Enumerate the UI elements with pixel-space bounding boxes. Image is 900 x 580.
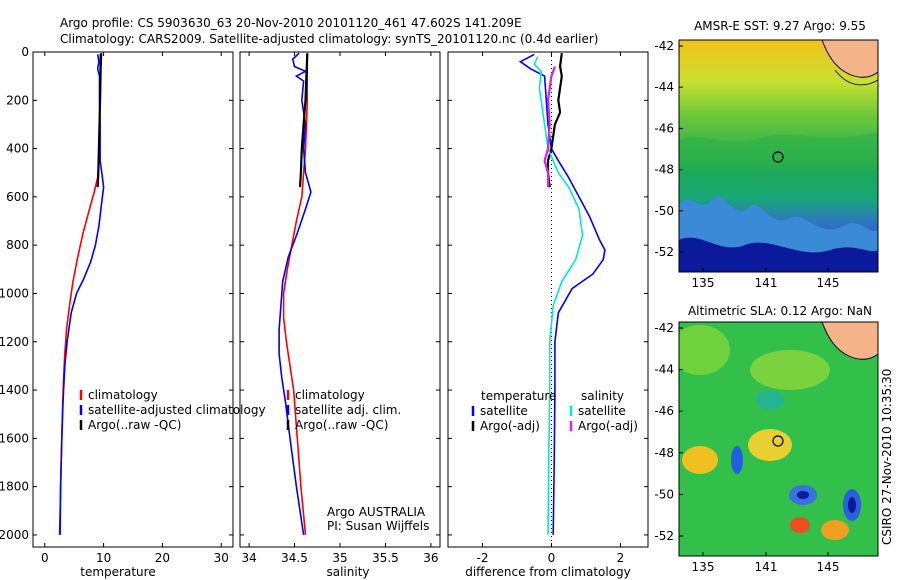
difference-legend-label: satellite	[578, 404, 626, 418]
difference-xtick-label: 0	[548, 551, 556, 565]
temperature-xlabel: temperature	[80, 565, 155, 579]
temperature-series-0	[58, 54, 101, 535]
map-ytick-label: -50	[654, 204, 674, 218]
salinity-xtick-label: 36	[423, 551, 438, 565]
temperature-ytick-label: 200	[6, 93, 29, 107]
difference-legend-heading: salinity	[581, 389, 624, 403]
difference-series-3	[543, 66, 556, 188]
sla-map-title: Altimetric SLA: 0.12 Argo: NaN	[688, 304, 872, 318]
salinity-series-2	[298, 53, 309, 188]
difference-series-2	[533, 56, 584, 535]
map-ytick-label: -46	[654, 121, 674, 135]
map-ytick-label: -42	[654, 39, 674, 53]
salinity-xtick-label: 34.5	[281, 551, 308, 565]
sla-map: Altimetric SLA: 0.12 Argo: NaN 135 141 145…	[654, 304, 879, 574]
temperature-ytick-label: 400	[6, 142, 29, 156]
temperature-panel: 0 10 20 30 0 200 400 600 800 1000 1200 1400 1600 1800…	[0, 45, 266, 579]
figure-title-line2: Climatology: CARS2009. Satellite-adjuste…	[60, 32, 598, 46]
map-ytick-label: -52	[654, 245, 674, 259]
difference-legend-heading: temperature	[481, 389, 556, 403]
argo-float-marker	[772, 151, 784, 163]
temperature-ytick-label: 1000	[0, 286, 29, 300]
temperature-legend-label: climatology	[88, 388, 158, 402]
map-ytick-label: -44	[654, 80, 674, 94]
map-ytick-label: -46	[654, 404, 674, 418]
temperature-ytick-label: 1200	[0, 335, 29, 349]
map-xtick-label: 145	[817, 276, 840, 290]
sst-map-frame	[678, 39, 879, 273]
figure-title-line1: Argo profile: CS 5903630_63 20-Nov-2010 …	[60, 16, 522, 30]
temperature-xtick-label: 30	[214, 551, 229, 565]
temperature-ytick-label: 1800	[0, 480, 29, 494]
temperature-legend-label: satellite-adjusted climatology	[88, 403, 266, 417]
sla-map-frame	[678, 321, 879, 557]
csiro-timestamp: CSIRO 27-Nov-2010 10:35:30	[880, 369, 894, 545]
salinity-series-1	[278, 52, 312, 536]
map-ytick-label: -42	[654, 321, 674, 335]
map-ytick-label: -48	[654, 163, 674, 177]
tasmania-land-2	[821, 322, 878, 360]
temperature-ytick-label: 0	[21, 45, 29, 59]
map-xtick-label: 141	[755, 560, 778, 574]
argo-float-marker-2	[772, 435, 784, 447]
difference-xtick-label: 2	[617, 551, 625, 565]
temperature-series-2	[96, 53, 103, 188]
map-ytick-label: -50	[654, 487, 674, 501]
difference-legend-label: Argo(-adj)	[578, 419, 638, 433]
temperature-series-1	[59, 54, 105, 535]
temperature-legend-label: Argo(..raw -QC)	[88, 418, 181, 432]
salinity-panel: 34 34.5 35 35.5 36 salinity climatologysatelli…	[239, 51, 441, 579]
difference-legend-label: satellite	[480, 404, 528, 418]
map-xtick-label: 145	[817, 560, 840, 574]
map-ytick-label: -48	[654, 446, 674, 460]
salinity-annotation: PI: Susan Wijffels	[327, 519, 429, 533]
difference-series-1	[546, 53, 563, 188]
salinity-xtick-label: 35	[332, 551, 347, 565]
difference-xlabel: difference from climatology	[465, 565, 631, 579]
map-xtick-label: 135	[692, 560, 715, 574]
temperature-ytick-label: 1400	[0, 383, 29, 397]
temperature-ytick-label: 1600	[0, 431, 29, 445]
salinity-axes-frame	[239, 51, 441, 548]
sst-map: AMSR-E SST: 9.27 Argo: 9.55 135 141 145 -42…	[654, 19, 879, 290]
salinity-xtick-label: 35.5	[372, 551, 399, 565]
map-ytick-label: -44	[654, 363, 674, 377]
map-xtick-label: 135	[692, 276, 715, 290]
map-ytick-label: -52	[654, 529, 674, 543]
salinity-legend-label: Argo(..raw -QC)	[295, 418, 388, 432]
temperature-axes-frame	[32, 51, 234, 548]
salinity-xtick-label: 34	[241, 551, 256, 565]
sst-map-title: AMSR-E SST: 9.27 Argo: 9.55	[694, 19, 866, 33]
salinity-xlabel: salinity	[326, 565, 369, 579]
map-xtick-label: 141	[755, 276, 778, 290]
temperature-xtick-label: 0	[41, 551, 49, 565]
temperature-ytick-label: 2000	[0, 528, 29, 542]
salinity-annotation: Argo AUSTRALIA	[327, 505, 426, 519]
temperature-xtick-label: 10	[96, 551, 111, 565]
salinity-legend-label: satellite adj. clim.	[295, 403, 401, 417]
temperature-ytick-label: 600	[6, 190, 29, 204]
salinity-legend-label: climatology	[295, 388, 365, 402]
tasmania-land	[821, 40, 878, 78]
difference-xtick-label: -2	[476, 551, 488, 565]
temperature-xtick-label: 20	[155, 551, 170, 565]
temperature-ytick-label: 800	[6, 238, 29, 252]
difference-series-0	[518, 53, 606, 535]
difference-legend-label: Argo(-adj)	[480, 419, 540, 433]
difference-axes-frame	[447, 51, 649, 548]
